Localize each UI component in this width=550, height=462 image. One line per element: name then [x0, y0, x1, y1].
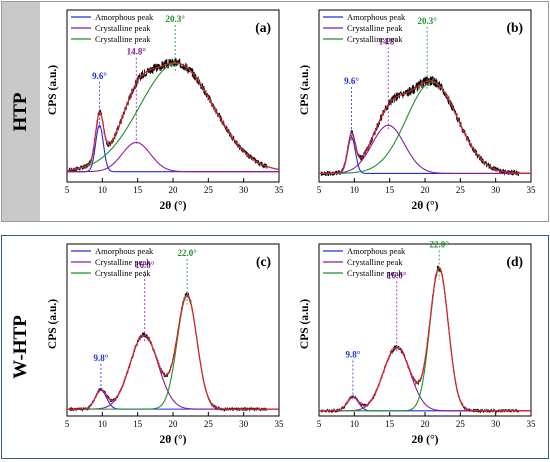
legend-entry: Crystalline peak: [95, 23, 151, 33]
x-tick-label: 10: [98, 419, 108, 429]
x-tick-label: 25: [204, 185, 214, 195]
peak-label: 16.0°: [387, 270, 407, 280]
x-axis-title: 2θ (°): [160, 200, 187, 212]
chart-panel-b: 5 10 15 20 25 30 35 2θ (°) CPS (a.u.) 9.6° 14.8° 20…: [299, 9, 537, 212]
w-htp-group-label: W-HTP: [10, 315, 31, 379]
peak-label: 20.3°: [165, 14, 185, 24]
x-tick-label: 20: [421, 185, 431, 195]
x-tick-label: 35: [527, 419, 537, 429]
x-tick-label: 35: [275, 185, 285, 195]
peak-label: 14.8°: [127, 47, 147, 57]
x-tick-label: 30: [239, 419, 249, 429]
fit-line: [319, 80, 531, 174]
x-tick-label: 15: [385, 419, 395, 429]
peak-label: 22.0°: [177, 248, 197, 258]
x-tick-label: 5: [317, 419, 322, 429]
fit-line: [67, 294, 279, 410]
fit-line: [319, 266, 531, 412]
peak-component-line: [67, 334, 279, 410]
y-axis-title: CPS (a.u.): [299, 65, 311, 115]
fit-line: [67, 62, 279, 171]
x-tick-label: 20: [169, 185, 179, 195]
panel-letter: (c): [256, 254, 271, 269]
y-axis-title: CPS (a.u.): [47, 299, 59, 349]
legend-entry: Crystalline peak: [95, 257, 151, 267]
legend-entry: Crystalline peak: [347, 257, 403, 267]
legend-entry: Amorphous peak: [95, 246, 154, 256]
peak-component-line: [67, 124, 279, 173]
chart-panel-d: 5 10 15 20 25 30 35 2θ (°) CPS (a.u.) 9.8° 16.0° 22…: [299, 239, 537, 446]
w-htp-side-label-box: W-HTP: [2, 236, 40, 458]
raw-data-line: [320, 265, 520, 414]
peak-label: 9.8°: [93, 353, 108, 363]
panel-letter: (a): [255, 20, 271, 35]
legend-entry: Crystalline peak: [347, 23, 403, 33]
peak-component-line: [319, 81, 531, 174]
w-htp-group: W-HTP: [1, 235, 549, 459]
peak-label: 16.0°: [135, 260, 155, 270]
x-axis-title: 2θ (°): [412, 434, 439, 446]
x-tick-label: 5: [65, 419, 70, 429]
y-axis-title: CPS (a.u.): [47, 65, 59, 115]
legend-entry: Crystalline peak: [95, 34, 151, 44]
chart-panel-a: 5 10 15 20 25 30 35 2θ (°) CPS (a.u.) 9.6° 14.8° 20…: [47, 9, 285, 212]
legend-entry: Amorphous peak: [95, 12, 154, 22]
peak-label: 9.6°: [92, 71, 107, 81]
legend-entry: Amorphous peak: [347, 246, 406, 256]
peak-label: 9.8°: [345, 350, 360, 360]
peak-component-line: [319, 124, 531, 174]
x-tick-label: 35: [527, 185, 537, 195]
htp-group: HTP: [1, 1, 549, 222]
x-tick-label: 25: [456, 419, 466, 429]
x-tick-label: 30: [239, 185, 249, 195]
plot-area: [319, 265, 531, 414]
x-tick-label: 20: [169, 419, 179, 429]
peak-label: 22.0°: [429, 239, 449, 249]
x-tick-label: 10: [350, 185, 360, 195]
x-tick-label: 30: [491, 419, 501, 429]
x-tick-label: 15: [133, 419, 143, 429]
peak-label: 9.6°: [344, 76, 359, 86]
peak-component-line: [319, 136, 531, 174]
x-tick-label: 10: [98, 185, 108, 195]
x-tick-label: 25: [204, 419, 214, 429]
plot-area: [67, 292, 279, 412]
x-axis-title: 2θ (°): [412, 200, 439, 212]
legend-entry: Amorphous peak: [347, 12, 406, 22]
y-axis-title: CPS (a.u.): [299, 299, 311, 349]
legend-entry: Crystalline peak: [95, 268, 151, 278]
plot-area: [67, 58, 279, 173]
x-tick-label: 5: [317, 185, 322, 195]
x-tick-label: 20: [421, 419, 431, 429]
x-tick-label: 25: [456, 185, 466, 195]
x-tick-label: 5: [65, 185, 70, 195]
legend-entry: Crystalline peak: [347, 268, 403, 278]
x-tick-label: 15: [385, 185, 395, 195]
panel-letter: (d): [507, 254, 524, 269]
chart-panel-c: 5 10 15 20 25 30 35 2θ (°) CPS (a.u.) 9.8° 16.0° 22…: [47, 243, 285, 446]
peak-component-line: [67, 141, 279, 173]
peak-component-line: [319, 267, 531, 412]
x-tick-label: 10: [350, 419, 360, 429]
plot-area: [319, 76, 531, 177]
panel-letter: (b): [507, 20, 524, 35]
legend-entry: Crystalline peak: [347, 34, 403, 44]
peak-label: 14.8°: [379, 36, 399, 46]
x-tick-label: 35: [275, 419, 285, 429]
peak-label: 20.3°: [417, 16, 437, 26]
x-tick-label: 30: [491, 185, 501, 195]
x-tick-label: 15: [133, 185, 143, 195]
x-axis-title: 2θ (°): [160, 434, 187, 446]
htp-side-label-box: HTP: [2, 2, 40, 221]
htp-group-label: HTP: [10, 91, 31, 132]
